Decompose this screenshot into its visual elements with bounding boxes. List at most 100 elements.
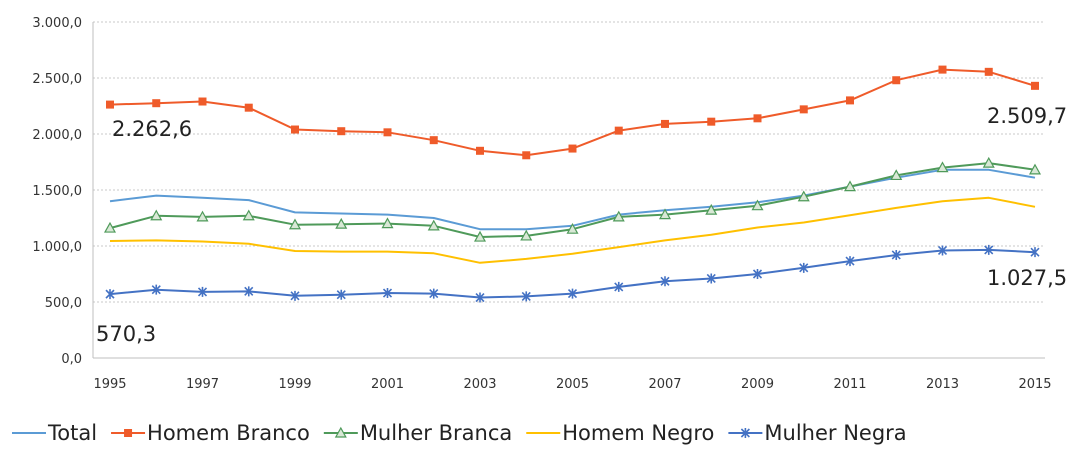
data-point <box>845 256 855 267</box>
annotation-start-mulher-negra: 570,3 <box>96 322 156 346</box>
data-point <box>242 209 255 221</box>
data-point <box>982 156 995 168</box>
legend-label: Homem Negro <box>562 421 714 445</box>
x-tick-label: 2005 <box>556 377 589 392</box>
x-tick-label: 2013 <box>926 377 959 392</box>
data-point <box>475 292 485 303</box>
y-tick-label: 2.500,0 <box>32 72 82 87</box>
y-tick-label: 1.000,0 <box>32 240 82 255</box>
data-point <box>799 262 809 273</box>
x-tick-label: 2001 <box>371 377 404 392</box>
data-point <box>751 199 764 211</box>
axes <box>92 22 1045 359</box>
data-point <box>843 180 857 192</box>
data-point <box>522 151 531 160</box>
data-point <box>660 276 670 287</box>
x-tick-label: 2003 <box>463 377 496 392</box>
data-point <box>938 65 947 74</box>
data-point <box>521 291 531 302</box>
data-point <box>936 161 949 173</box>
x-tick-label: 2015 <box>1018 377 1051 392</box>
data-point <box>753 114 762 123</box>
grid-lines <box>93 21 1045 303</box>
data-point <box>336 289 346 300</box>
data-point <box>337 127 346 136</box>
data-point <box>984 244 994 255</box>
y-tick-label: 1.500,0 <box>32 184 82 199</box>
data-point <box>846 96 854 105</box>
legend-entry: Total <box>12 421 97 445</box>
data-point <box>567 288 578 299</box>
x-tick-label: 1997 <box>186 377 219 392</box>
legend: Total Homem Branco Mulher Branca Homem Negr… <box>12 421 907 445</box>
legend-label: Mulher Negra <box>764 421 906 445</box>
legend-entry: Mulher Negra <box>728 421 907 445</box>
data-point <box>706 273 716 284</box>
y-tick-label: 3.000,0 <box>32 16 82 31</box>
y-tick-label: 0,0 <box>61 352 82 367</box>
x-tick-labels: 1995 1997 1999 2001 2003 2005 2007 2009 2011 2013… <box>93 377 1051 392</box>
series-mulher-branca <box>103 156 1042 242</box>
y-tick-labels: 0,0 500,0 1.000,0 1.500,0 2.000,0 2.500,0 3.00… <box>32 16 82 367</box>
series-group <box>103 65 1042 303</box>
data-point <box>335 217 348 229</box>
data-point <box>890 169 903 181</box>
annotation-start-homem-branco: 2.262,6 <box>112 117 192 141</box>
data-point <box>614 281 624 292</box>
data-point <box>105 289 115 300</box>
data-point <box>429 288 439 299</box>
data-point <box>427 219 440 231</box>
legend-entry: Homem Branco <box>111 421 310 445</box>
data-point <box>103 221 117 233</box>
data-point <box>658 208 672 220</box>
legend-entry: Mulher Branca <box>323 421 512 445</box>
series-mulher-negra <box>105 244 1040 303</box>
legend-label: Mulher Branca <box>360 421 512 445</box>
data-point <box>891 249 901 260</box>
data-point <box>429 136 438 145</box>
x-tick-label: 2011 <box>833 377 866 392</box>
data-point <box>382 288 393 299</box>
data-point <box>612 210 625 222</box>
data-point <box>566 222 579 234</box>
data-point <box>614 126 623 135</box>
x-tick-label: 1999 <box>278 377 311 392</box>
legend-marker <box>124 429 133 437</box>
data-point <box>1031 81 1039 90</box>
data-point <box>1028 163 1042 175</box>
series-homem-negro <box>109 196 1036 264</box>
data-point <box>244 286 254 297</box>
data-point <box>244 103 253 112</box>
series-line <box>109 196 1036 264</box>
data-point <box>661 119 669 128</box>
data-point <box>1030 247 1040 258</box>
data-point <box>291 125 299 134</box>
legend-marker <box>334 426 347 438</box>
data-point <box>151 284 161 295</box>
data-point <box>799 105 808 114</box>
data-point <box>892 76 901 85</box>
y-tick-label: 2.000,0 <box>32 128 82 143</box>
data-point <box>383 128 392 137</box>
data-point <box>797 190 810 202</box>
y-tick-label: 500,0 <box>45 296 82 311</box>
data-point <box>520 229 533 241</box>
data-point <box>937 245 948 256</box>
data-point <box>707 117 716 126</box>
annotation-end-mulher-negra: 1.027,5 <box>987 266 1067 290</box>
data-point <box>196 210 209 222</box>
data-point <box>705 203 718 215</box>
legend-label: Homem Branco <box>147 421 310 445</box>
x-tick-label: 1995 <box>93 377 126 392</box>
data-point <box>198 97 207 106</box>
series-homem-branco <box>106 65 1039 160</box>
data-point <box>473 230 487 242</box>
data-point <box>381 217 394 229</box>
x-tick-label: 2009 <box>741 377 774 392</box>
data-point <box>476 146 484 155</box>
data-point <box>106 100 114 109</box>
data-point <box>152 99 161 108</box>
data-point <box>288 218 302 230</box>
data-point <box>197 286 208 297</box>
